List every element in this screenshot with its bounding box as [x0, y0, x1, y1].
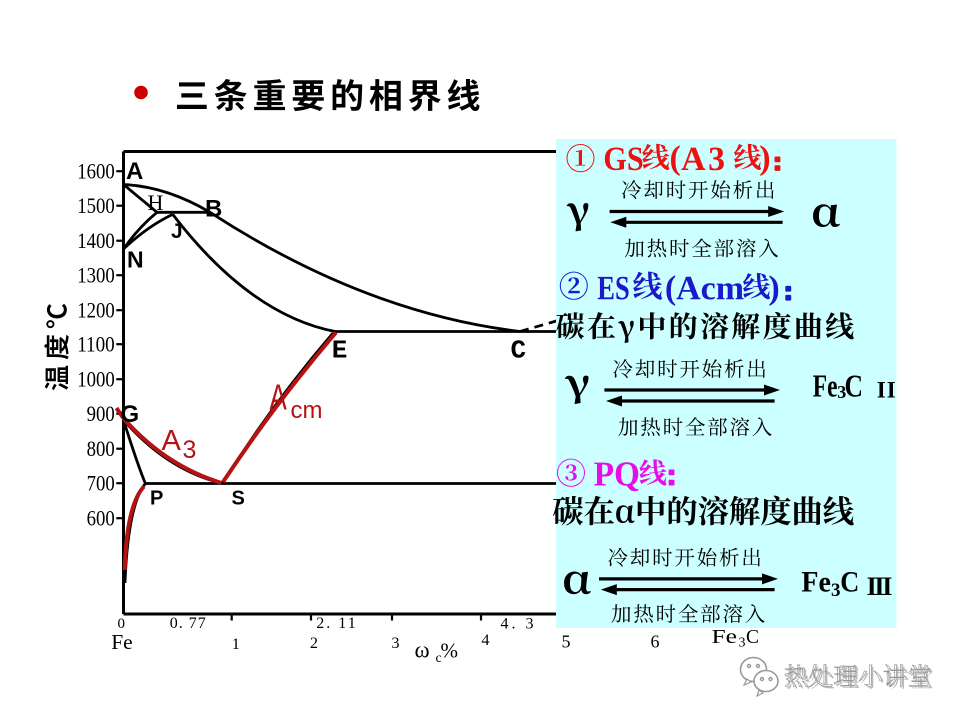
svg-text:Fe: Fe — [801, 565, 831, 598]
svg-text:2. 11: 2. 11 — [316, 615, 357, 632]
svg-text:G: G — [121, 401, 140, 428]
svg-text:1: 1 — [232, 634, 240, 653]
svg-text:900: 900 — [87, 401, 115, 426]
svg-text:S: S — [232, 488, 245, 510]
svg-text:0: 0 — [117, 616, 125, 632]
svg-text:P: P — [150, 488, 163, 510]
svg-text:III: III — [867, 572, 893, 601]
svg-text:C: C — [746, 627, 759, 648]
svg-text:5: 5 — [562, 632, 571, 652]
svg-text:E: E — [332, 336, 348, 366]
svg-text:Fe: Fe — [813, 367, 838, 403]
svg-text:%: % — [441, 639, 459, 663]
svg-text:C: C — [511, 336, 527, 366]
svg-text:N: N — [127, 247, 144, 273]
svg-text:1000: 1000 — [77, 367, 115, 392]
svg-text:ω: ω — [415, 638, 430, 663]
svg-text:A: A — [270, 378, 287, 418]
svg-text:3: 3 — [831, 580, 841, 601]
svg-text:3: 3 — [837, 382, 846, 402]
svg-text:Fe: Fe — [712, 627, 738, 648]
svg-text:0. 77: 0. 77 — [170, 615, 207, 632]
svg-text:B: B — [205, 196, 222, 223]
svg-text:Fe: Fe — [111, 630, 133, 654]
svg-text:6: 6 — [651, 632, 660, 652]
svg-text:1300: 1300 — [77, 263, 115, 288]
svg-text:A: A — [162, 425, 182, 457]
svg-text:C: C — [845, 367, 864, 403]
svg-text:1600: 1600 — [77, 159, 115, 184]
svg-text:600: 600 — [87, 506, 115, 531]
svg-text:cm: cm — [291, 397, 323, 424]
svg-text:c: c — [436, 651, 442, 666]
svg-text:2: 2 — [310, 633, 318, 652]
svg-text:4. 3: 4. 3 — [501, 616, 537, 633]
svg-text:1500: 1500 — [77, 193, 115, 218]
svg-text:J: J — [171, 220, 183, 243]
svg-text:1200: 1200 — [77, 298, 115, 323]
svg-text:H: H — [148, 190, 164, 215]
svg-text:800: 800 — [87, 436, 115, 461]
svg-text:700: 700 — [87, 471, 115, 496]
svg-text:A: A — [126, 158, 143, 185]
svg-text:4: 4 — [481, 630, 489, 649]
svg-text:C: C — [840, 565, 859, 598]
svg-text:1100: 1100 — [77, 332, 115, 357]
svg-text:3: 3 — [391, 633, 399, 652]
svg-text:II: II — [877, 378, 897, 403]
svg-text:1400: 1400 — [77, 228, 115, 253]
svg-text:3: 3 — [739, 636, 746, 651]
svg-text:3: 3 — [183, 436, 197, 464]
